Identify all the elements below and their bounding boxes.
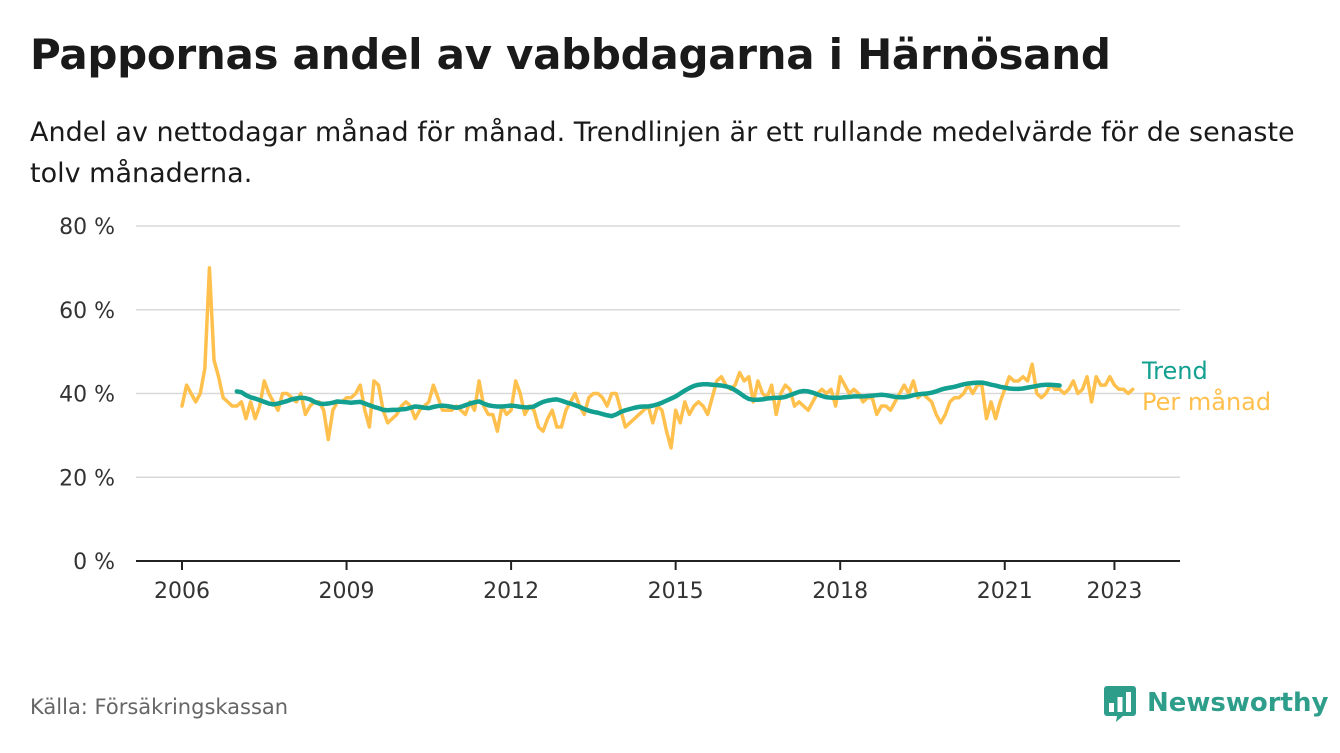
page-subtitle: Andel av nettodagar månad för månad. Tre… — [30, 117, 1295, 189]
y-tick-label: 0 % — [73, 550, 115, 575]
y-tick-label: 20 % — [59, 466, 115, 491]
y-axis-ticks: 0 % 20 % 40 % 60 % 80 % — [59, 215, 115, 575]
page-title: Pappornas andel av vabbdagarna i Härnösa… — [30, 30, 1111, 79]
grid-lines — [136, 225, 1180, 478]
y-tick-label: 60 % — [59, 299, 115, 324]
legend-label-trend: Trend — [1141, 357, 1208, 385]
x-tick-label: 2023 — [1086, 579, 1142, 604]
y-tick-label: 80 % — [59, 215, 115, 240]
brand-name: Newsworthy — [1147, 688, 1329, 718]
x-tick-label: 2015 — [648, 579, 704, 604]
x-tick-label: 2012 — [483, 579, 539, 604]
x-tick-label: 2018 — [812, 579, 868, 604]
legend-label-monthly: Per månad — [1142, 387, 1271, 416]
x-tick-label: 2021 — [977, 579, 1033, 604]
series-line-trend — [234, 380, 1062, 419]
source-note: Källa: Försäkringskassan — [30, 695, 289, 719]
x-axis-ticks: 2006 2009 2012 2015 2018 2021 2023 — [136, 560, 1180, 604]
x-tick-label: 2006 — [154, 579, 210, 604]
series-lines — [180, 266, 1135, 450]
bar-chart-speech-bubble-icon — [1104, 686, 1136, 722]
y-tick-label: 40 % — [59, 383, 115, 408]
series-line-monthly — [180, 266, 1135, 450]
brand-logo: Newsworthy — [1103, 684, 1328, 722]
x-tick-label: 2009 — [319, 579, 375, 604]
